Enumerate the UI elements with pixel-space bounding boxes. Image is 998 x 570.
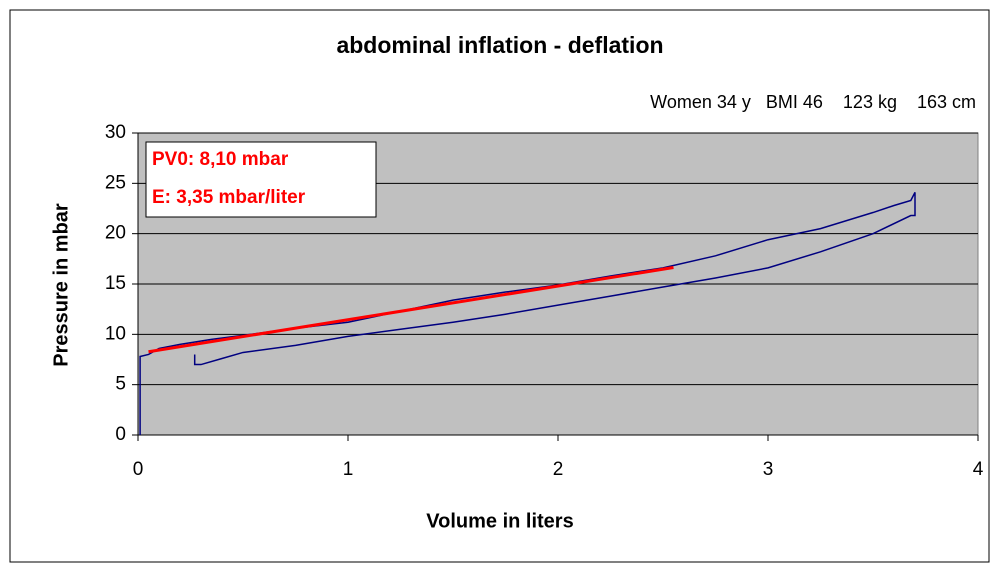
x-tick-label: 3 — [763, 459, 774, 480]
y-tick-label: 0 — [115, 424, 126, 445]
y-tick-label: 25 — [105, 172, 126, 193]
y-tick-label: 5 — [115, 374, 126, 395]
annotation: E: 3,35 mbar/liter — [152, 187, 306, 208]
y-axis-label: Pressure in mbar — [50, 203, 72, 367]
y-tick-label: 15 — [105, 273, 126, 294]
x-tick-label: 0 — [133, 459, 144, 480]
x-axis-label: Volume in liters — [426, 510, 573, 532]
x-tick-label: 2 — [553, 459, 564, 480]
data-line — [148, 266, 674, 354]
chart-title: abdominal inflation - deflation — [336, 32, 663, 58]
chart-subtitle: Women 34 y BMI 46 123 kg 163 cm — [650, 92, 976, 112]
x-tick-label: 4 — [973, 459, 984, 480]
annotation: PV0: 8,10 mbar — [152, 149, 289, 170]
y-tick-label: 10 — [105, 323, 126, 344]
y-tick-label: 20 — [105, 223, 126, 244]
annotation-box — [145, 141, 377, 218]
y-tick-label: 30 — [105, 122, 126, 143]
x-tick-label: 1 — [343, 459, 354, 480]
